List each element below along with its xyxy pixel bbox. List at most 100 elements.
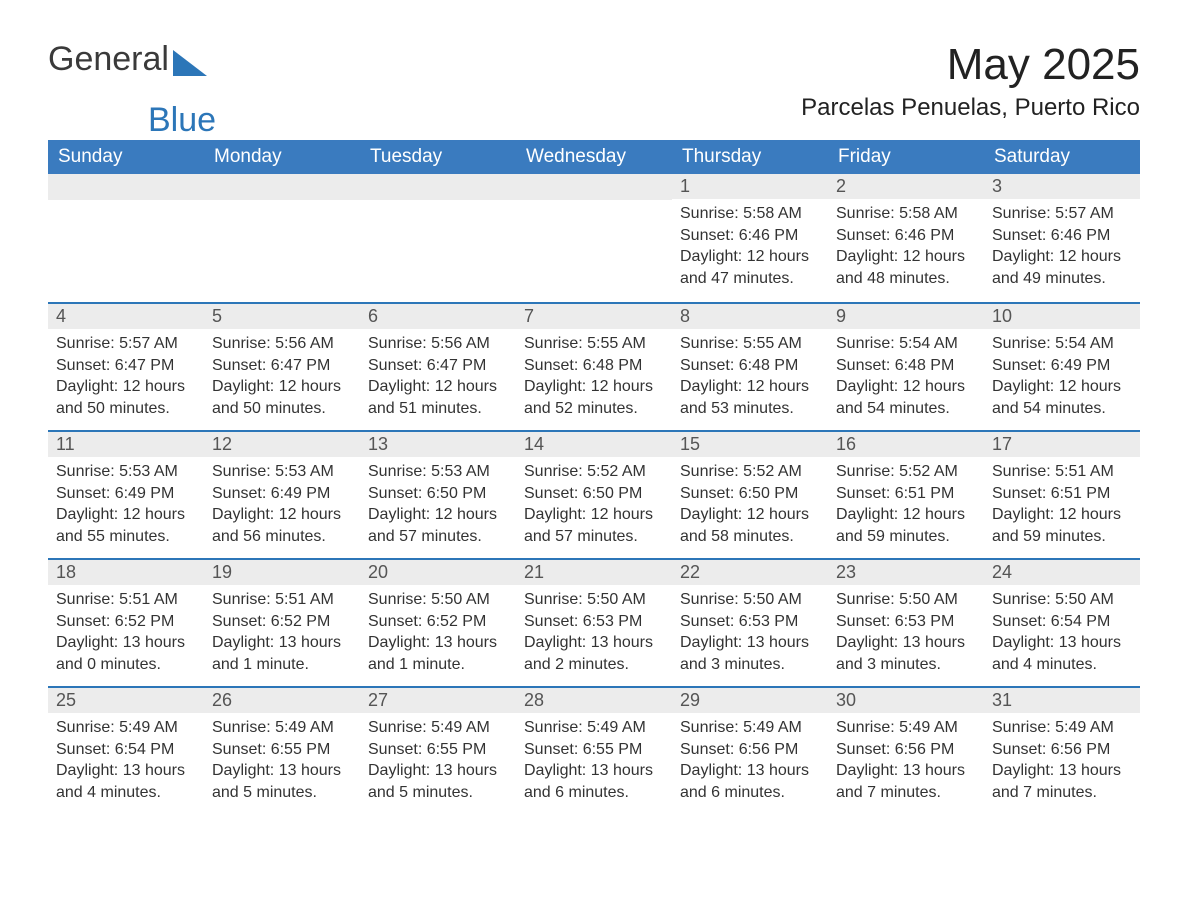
- day-number: 17: [984, 430, 1140, 457]
- calendar-cell: 22Sunrise: 5:50 AMSunset: 6:53 PMDayligh…: [672, 558, 828, 686]
- sunset-line: Sunset: 6:46 PM: [992, 225, 1132, 247]
- sunrise-line: Sunrise: 5:56 AM: [368, 333, 508, 355]
- day-details: Sunrise: 5:52 AMSunset: 6:50 PMDaylight:…: [516, 457, 672, 557]
- calendar-cell-empty: [48, 174, 204, 302]
- day-details: Sunrise: 5:52 AMSunset: 6:50 PMDaylight:…: [672, 457, 828, 557]
- day-number: 15: [672, 430, 828, 457]
- calendar-cell: 17Sunrise: 5:51 AMSunset: 6:51 PMDayligh…: [984, 430, 1140, 558]
- daylight-line: Daylight: 12 hours and 50 minutes.: [56, 376, 196, 419]
- daylight-line: Daylight: 13 hours and 3 minutes.: [680, 632, 820, 675]
- sunset-line: Sunset: 6:51 PM: [992, 483, 1132, 505]
- day-details: Sunrise: 5:51 AMSunset: 6:52 PMDaylight:…: [204, 585, 360, 685]
- calendar-cell: 23Sunrise: 5:50 AMSunset: 6:53 PMDayligh…: [828, 558, 984, 686]
- daylight-line: Daylight: 13 hours and 4 minutes.: [992, 632, 1132, 675]
- calendar-cell: 5Sunrise: 5:56 AMSunset: 6:47 PMDaylight…: [204, 302, 360, 430]
- empty-day-bar: [204, 174, 360, 200]
- calendar-cell: 20Sunrise: 5:50 AMSunset: 6:52 PMDayligh…: [360, 558, 516, 686]
- sunset-line: Sunset: 6:53 PM: [836, 611, 976, 633]
- daylight-line: Daylight: 13 hours and 7 minutes.: [992, 760, 1132, 803]
- day-number: 20: [360, 558, 516, 585]
- sunrise-line: Sunrise: 5:57 AM: [56, 333, 196, 355]
- sunrise-line: Sunrise: 5:50 AM: [524, 589, 664, 611]
- day-number: 6: [360, 302, 516, 329]
- day-number: 24: [984, 558, 1140, 585]
- calendar-cell: 25Sunrise: 5:49 AMSunset: 6:54 PMDayligh…: [48, 686, 204, 814]
- day-number: 10: [984, 302, 1140, 329]
- sunset-line: Sunset: 6:50 PM: [368, 483, 508, 505]
- empty-day-bar: [360, 174, 516, 200]
- day-details: Sunrise: 5:49 AMSunset: 6:54 PMDaylight:…: [48, 713, 204, 813]
- sunrise-line: Sunrise: 5:50 AM: [836, 589, 976, 611]
- day-details: Sunrise: 5:55 AMSunset: 6:48 PMDaylight:…: [516, 329, 672, 429]
- day-details: Sunrise: 5:50 AMSunset: 6:54 PMDaylight:…: [984, 585, 1140, 685]
- location-subtitle: Parcelas Penuelas, Puerto Rico: [801, 94, 1140, 122]
- sunrise-line: Sunrise: 5:55 AM: [680, 333, 820, 355]
- calendar-cell: 14Sunrise: 5:52 AMSunset: 6:50 PMDayligh…: [516, 430, 672, 558]
- day-details: Sunrise: 5:56 AMSunset: 6:47 PMDaylight:…: [360, 329, 516, 429]
- empty-day-bar: [48, 174, 204, 200]
- day-number: 28: [516, 686, 672, 713]
- calendar-cell: 31Sunrise: 5:49 AMSunset: 6:56 PMDayligh…: [984, 686, 1140, 814]
- day-number: 23: [828, 558, 984, 585]
- calendar-cell: 1Sunrise: 5:58 AMSunset: 6:46 PMDaylight…: [672, 174, 828, 302]
- sunset-line: Sunset: 6:49 PM: [212, 483, 352, 505]
- sunrise-line: Sunrise: 5:58 AM: [836, 203, 976, 225]
- calendar-cell: 28Sunrise: 5:49 AMSunset: 6:55 PMDayligh…: [516, 686, 672, 814]
- calendar-cell: 9Sunrise: 5:54 AMSunset: 6:48 PMDaylight…: [828, 302, 984, 430]
- calendar-row: 1Sunrise: 5:58 AMSunset: 6:46 PMDaylight…: [48, 174, 1140, 302]
- daylight-line: Daylight: 12 hours and 54 minutes.: [992, 376, 1132, 419]
- day-number: 1: [672, 174, 828, 199]
- sunset-line: Sunset: 6:46 PM: [836, 225, 976, 247]
- calendar-cell: 19Sunrise: 5:51 AMSunset: 6:52 PMDayligh…: [204, 558, 360, 686]
- daylight-line: Daylight: 12 hours and 59 minutes.: [992, 504, 1132, 547]
- sunrise-line: Sunrise: 5:53 AM: [56, 461, 196, 483]
- calendar-cell: 15Sunrise: 5:52 AMSunset: 6:50 PMDayligh…: [672, 430, 828, 558]
- calendar-table: SundayMondayTuesdayWednesdayThursdayFrid…: [48, 140, 1140, 814]
- day-details: Sunrise: 5:55 AMSunset: 6:48 PMDaylight:…: [672, 329, 828, 429]
- calendar-cell: 21Sunrise: 5:50 AMSunset: 6:53 PMDayligh…: [516, 558, 672, 686]
- daylight-line: Daylight: 13 hours and 2 minutes.: [524, 632, 664, 675]
- weekday-header: Tuesday: [360, 140, 516, 174]
- sunrise-line: Sunrise: 5:50 AM: [680, 589, 820, 611]
- sunrise-line: Sunrise: 5:51 AM: [212, 589, 352, 611]
- calendar-row: 11Sunrise: 5:53 AMSunset: 6:49 PMDayligh…: [48, 430, 1140, 558]
- sunset-line: Sunset: 6:48 PM: [524, 355, 664, 377]
- weekday-header: Sunday: [48, 140, 204, 174]
- calendar-cell: 7Sunrise: 5:55 AMSunset: 6:48 PMDaylight…: [516, 302, 672, 430]
- day-number: 27: [360, 686, 516, 713]
- day-details: Sunrise: 5:49 AMSunset: 6:55 PMDaylight:…: [360, 713, 516, 813]
- day-number: 3: [984, 174, 1140, 199]
- daylight-line: Daylight: 12 hours and 47 minutes.: [680, 246, 820, 289]
- calendar-cell: 24Sunrise: 5:50 AMSunset: 6:54 PMDayligh…: [984, 558, 1140, 686]
- calendar-cell: 16Sunrise: 5:52 AMSunset: 6:51 PMDayligh…: [828, 430, 984, 558]
- day-number: 12: [204, 430, 360, 457]
- day-number: 19: [204, 558, 360, 585]
- day-details: Sunrise: 5:49 AMSunset: 6:55 PMDaylight:…: [204, 713, 360, 813]
- sunset-line: Sunset: 6:48 PM: [680, 355, 820, 377]
- day-number: 11: [48, 430, 204, 457]
- daylight-line: Daylight: 12 hours and 56 minutes.: [212, 504, 352, 547]
- sunset-line: Sunset: 6:47 PM: [368, 355, 508, 377]
- day-details: Sunrise: 5:50 AMSunset: 6:53 PMDaylight:…: [828, 585, 984, 685]
- sunset-line: Sunset: 6:48 PM: [836, 355, 976, 377]
- sunset-line: Sunset: 6:55 PM: [212, 739, 352, 761]
- daylight-line: Daylight: 12 hours and 53 minutes.: [680, 376, 820, 419]
- sunset-line: Sunset: 6:49 PM: [992, 355, 1132, 377]
- daylight-line: Daylight: 13 hours and 6 minutes.: [680, 760, 820, 803]
- sunset-line: Sunset: 6:55 PM: [524, 739, 664, 761]
- calendar-cell: 26Sunrise: 5:49 AMSunset: 6:55 PMDayligh…: [204, 686, 360, 814]
- weekday-header: Thursday: [672, 140, 828, 174]
- calendar-cell-empty: [516, 174, 672, 302]
- daylight-line: Daylight: 13 hours and 0 minutes.: [56, 632, 196, 675]
- calendar-cell: 6Sunrise: 5:56 AMSunset: 6:47 PMDaylight…: [360, 302, 516, 430]
- logo-triangle-icon: [173, 50, 207, 81]
- sunset-line: Sunset: 6:54 PM: [56, 739, 196, 761]
- calendar-row: 4Sunrise: 5:57 AMSunset: 6:47 PMDaylight…: [48, 302, 1140, 430]
- day-details: Sunrise: 5:50 AMSunset: 6:52 PMDaylight:…: [360, 585, 516, 685]
- daylight-line: Daylight: 12 hours and 55 minutes.: [56, 504, 196, 547]
- day-number: 16: [828, 430, 984, 457]
- day-details: Sunrise: 5:51 AMSunset: 6:52 PMDaylight:…: [48, 585, 204, 685]
- sunrise-line: Sunrise: 5:49 AM: [56, 717, 196, 739]
- sunrise-line: Sunrise: 5:49 AM: [524, 717, 664, 739]
- daylight-line: Daylight: 12 hours and 52 minutes.: [524, 376, 664, 419]
